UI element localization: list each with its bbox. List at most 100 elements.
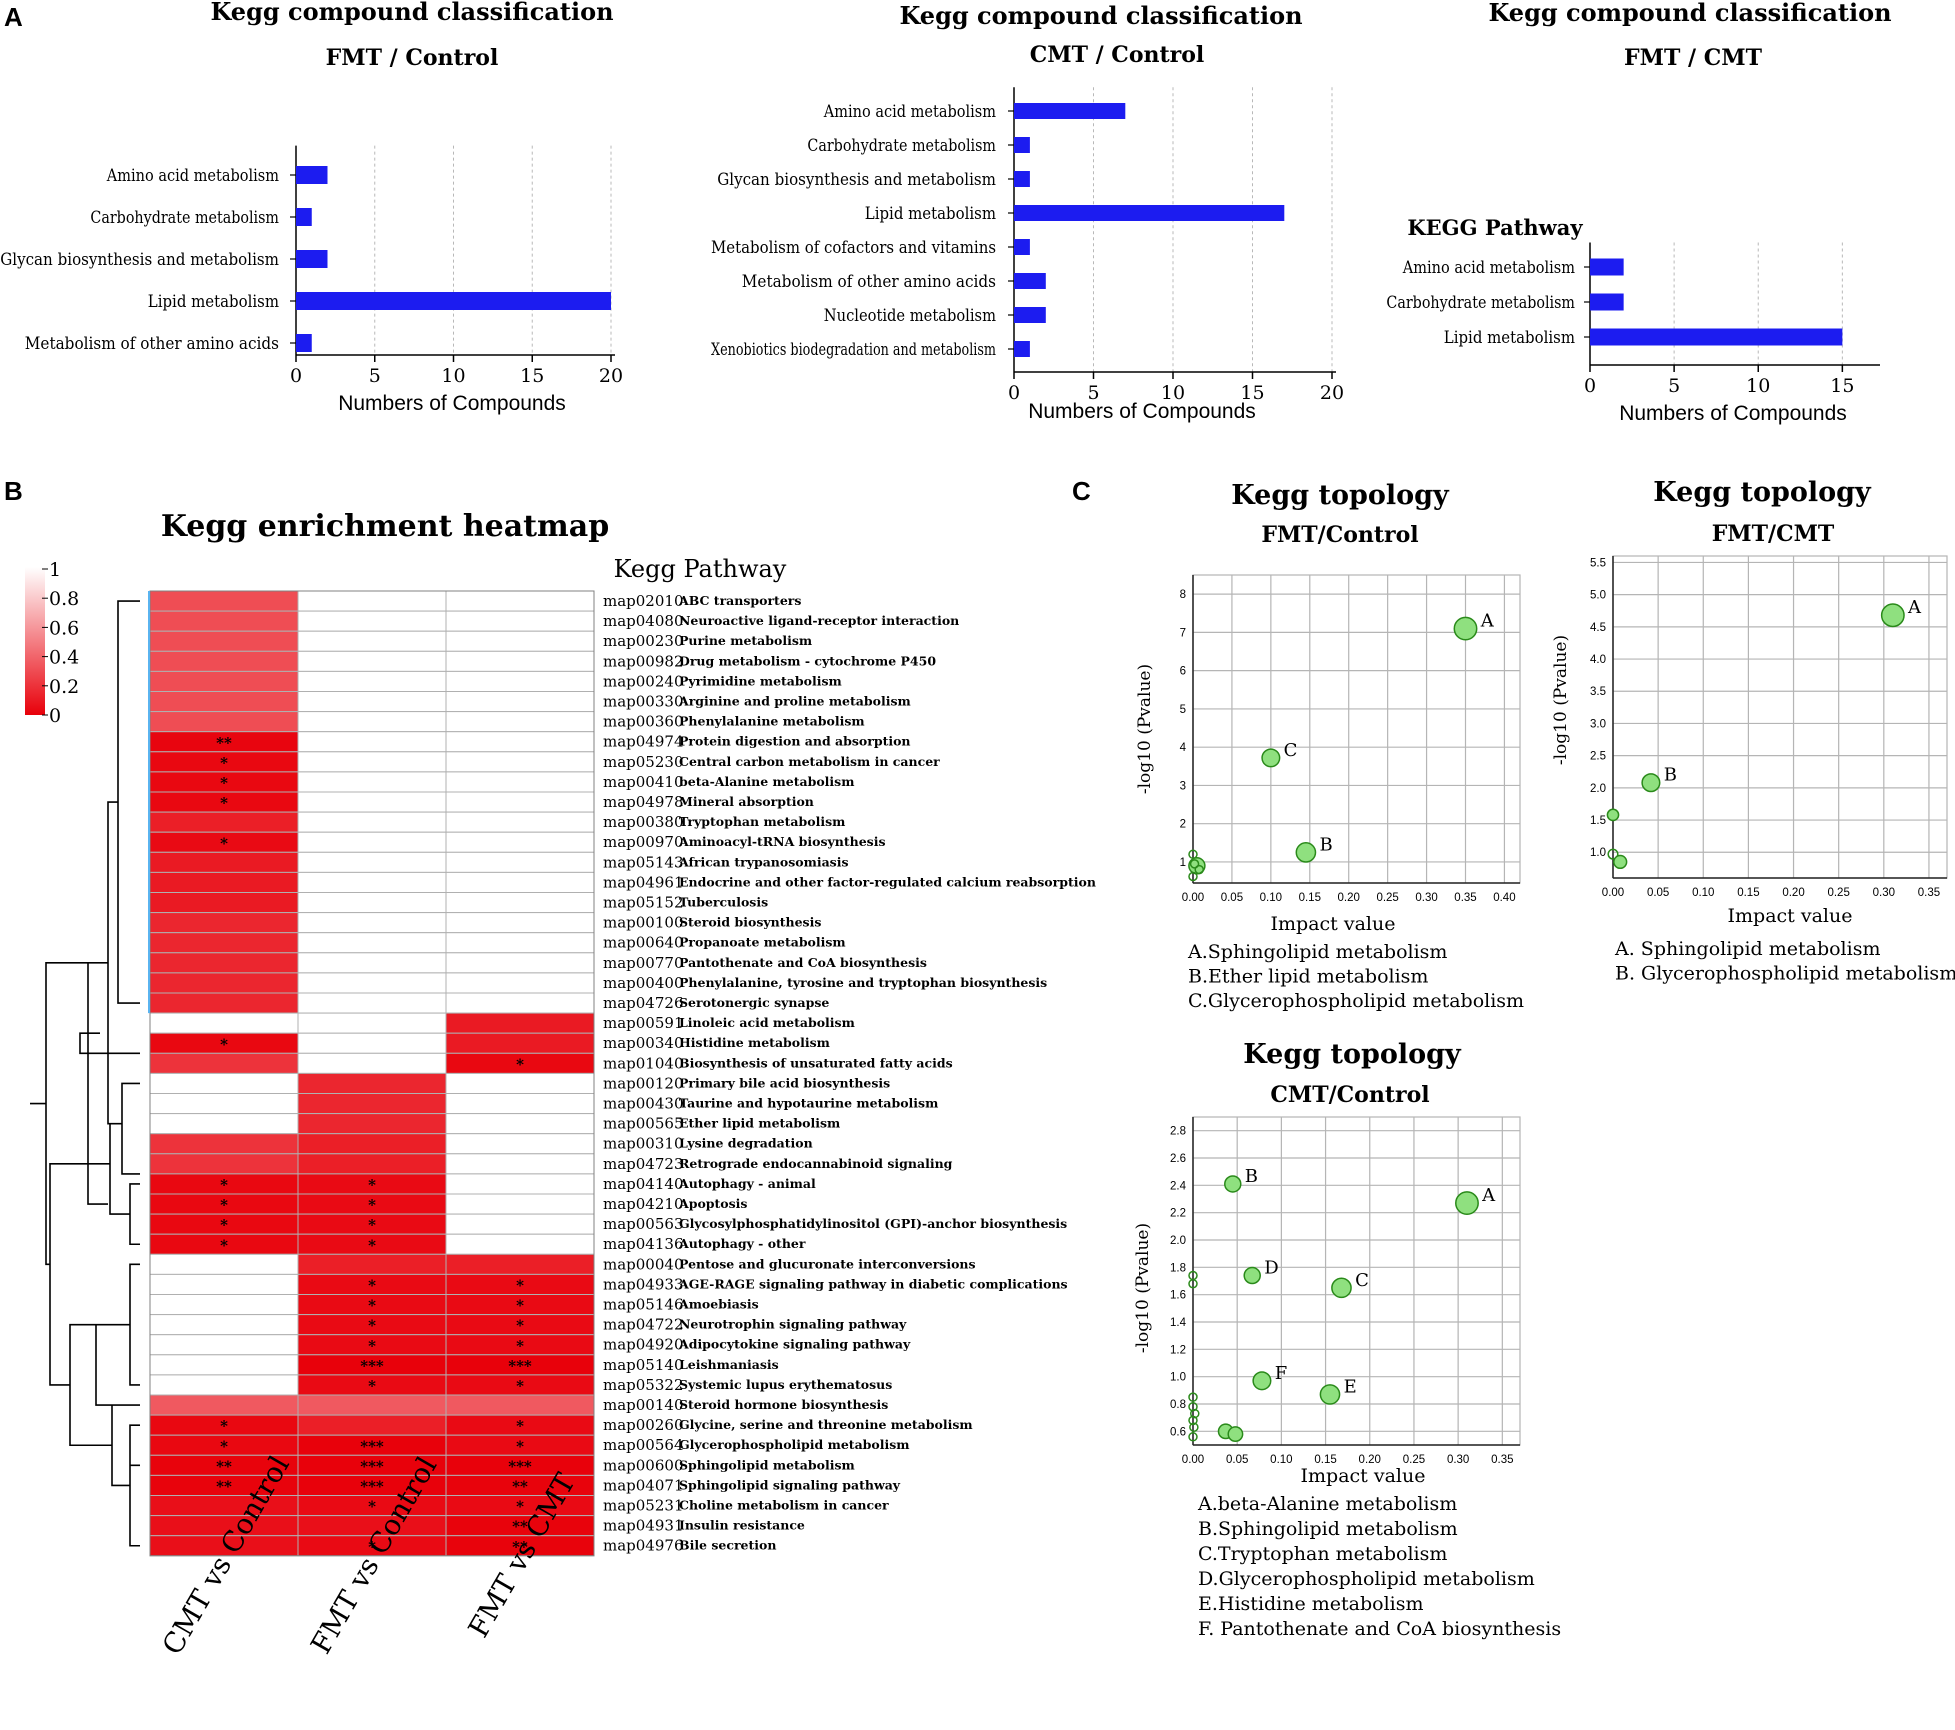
- row-name: Aminoacyl-tRNA biosynthesis: [678, 834, 886, 849]
- row-id: map05152: [603, 894, 684, 912]
- row-name: Apoptosis: [678, 1196, 747, 1211]
- colorbar-tick-label: 0.4: [49, 647, 79, 669]
- heat-cell: [297, 892, 447, 914]
- point-label: E: [1344, 1376, 1357, 1397]
- data-point: [1880, 603, 1905, 628]
- category-label: Carbohydrate metabolism: [1386, 293, 1575, 313]
- category-label: Nucleotide metabolism: [824, 306, 996, 326]
- row-id: map04974: [603, 733, 684, 751]
- y-axis-label: -log10 (Pvalue): [1551, 635, 1571, 765]
- row-id: map00591: [603, 1014, 684, 1032]
- x-tick-label: 0.35: [1918, 887, 1940, 899]
- row-name: Primary bile acid biosynthesis: [679, 1075, 890, 1090]
- row-id: map00564: [603, 1436, 684, 1454]
- y-tick-label: 1: [1180, 857, 1186, 869]
- heat-cell: [149, 871, 299, 894]
- legend-item: A.Sphingolipid metabolism: [1187, 941, 1447, 963]
- significance-mark: *: [220, 1216, 228, 1234]
- heat-cell: [297, 912, 447, 934]
- heat-cell: [297, 630, 447, 652]
- heat-cell: [149, 1093, 299, 1115]
- row-name: Glycerophospholipid metabolism: [679, 1437, 910, 1452]
- heat-cell: [149, 1052, 299, 1074]
- x-axis-label: Impact value: [1271, 913, 1396, 935]
- row-id: map05231: [603, 1497, 684, 1515]
- row-name: Biosynthesis of unsaturated fatty acids: [679, 1055, 953, 1070]
- colorbar-tick-label: 1: [49, 559, 61, 581]
- row-id: map04961: [603, 873, 684, 891]
- bar: [1014, 341, 1030, 357]
- y-tick-label: 7: [1180, 627, 1186, 639]
- row-id: map00360: [603, 713, 684, 731]
- row-id: map05146: [603, 1296, 684, 1314]
- heat-cell: [445, 791, 595, 813]
- bar: [1590, 258, 1624, 276]
- data-point: [1188, 1401, 1198, 1412]
- y-tick-label: 4.0: [1590, 654, 1606, 666]
- heat-cell: [297, 932, 447, 954]
- heat-cell: [297, 1052, 447, 1074]
- x-tick-label: 0.30: [1447, 1454, 1469, 1466]
- significance-mark: *: [368, 1317, 376, 1335]
- row-id: map00330: [603, 693, 684, 711]
- heat-cell: [149, 952, 299, 974]
- x-tick-label: 0.15: [1314, 1454, 1336, 1466]
- data-point: [1188, 1432, 1198, 1442]
- row-name: Phenylalanine, tyrosine and tryptophan b…: [679, 975, 1047, 990]
- point-label: B: [1664, 765, 1677, 786]
- significance-mark: *: [516, 1276, 524, 1294]
- y-tick-label: 4.5: [1590, 622, 1606, 634]
- x-axis-label: Impact value: [1728, 905, 1853, 927]
- heat-cell: [149, 811, 299, 833]
- significance-mark: *: [516, 1297, 524, 1315]
- heat-cell: [149, 992, 299, 1014]
- y-tick-label: 2: [1180, 819, 1186, 831]
- significance-mark: **: [216, 734, 232, 752]
- heat-cell: [445, 1253, 595, 1275]
- x-tick-label: 0.10: [1692, 887, 1714, 899]
- row-id: map04920: [603, 1336, 684, 1354]
- x-tick-label: 0.20: [1359, 1454, 1381, 1466]
- heat-cell: [149, 590, 299, 612]
- topology-plot-1: Kegg topology FMT/Control 0.00 0.05 0.10 0.15…: [1135, 480, 1524, 1012]
- row-header: Kegg Pathway: [614, 555, 787, 583]
- heat-cell: [297, 1113, 447, 1135]
- significance-mark: **: [512, 1518, 528, 1536]
- significance-mark: ***: [360, 1457, 384, 1475]
- y-tick-label: 1.5: [1590, 815, 1606, 827]
- row-name: Ether lipid metabolism: [679, 1116, 840, 1131]
- bar: [296, 166, 328, 184]
- row-id: map00230: [603, 632, 684, 650]
- y-tick-label: 0.6: [1170, 1426, 1186, 1438]
- heat-cell: [297, 711, 447, 733]
- row-name: Neurotrophin signaling pathway: [679, 1317, 907, 1332]
- heat-cell: [149, 972, 299, 994]
- x-tick-label: 0.15: [1299, 892, 1321, 904]
- heat-cell: [149, 912, 299, 934]
- x-tick-label: 5: [369, 365, 381, 387]
- x-tick-label: 0.00: [1182, 892, 1204, 904]
- row-id: map02010: [603, 592, 684, 610]
- chart-title: Kegg compound classification: [210, 0, 613, 26]
- bar: [296, 292, 611, 310]
- row-id: map04136: [603, 1235, 684, 1253]
- significance-mark: *: [220, 754, 228, 772]
- legend-item: B. Glycerophospholipid metabolism: [1615, 963, 1955, 985]
- panel-label-a: A: [4, 2, 23, 32]
- heat-cell: [297, 1394, 447, 1416]
- y-tick-label: 1.2: [1170, 1344, 1186, 1356]
- panel-label-b: B: [4, 476, 23, 506]
- row-id: map00260: [603, 1416, 684, 1434]
- heat-cell: [445, 892, 595, 914]
- y-tick-label: 0.8: [1170, 1399, 1186, 1411]
- row-name: Propanoate metabolism: [679, 935, 846, 950]
- legend-title: KEGG Pathway: [1407, 215, 1583, 240]
- row-id: map05140: [603, 1356, 684, 1374]
- heat-cell: [297, 831, 447, 853]
- topology-plot-3: Kegg topology CMT/Control 0.00 0.05 0.10 0.15…: [1133, 1039, 1561, 1640]
- x-tick-label: 5: [1087, 382, 1099, 404]
- y-tick-label: 5.0: [1590, 590, 1606, 602]
- significance-mark: ***: [360, 1437, 384, 1455]
- heat-cell: [445, 711, 595, 733]
